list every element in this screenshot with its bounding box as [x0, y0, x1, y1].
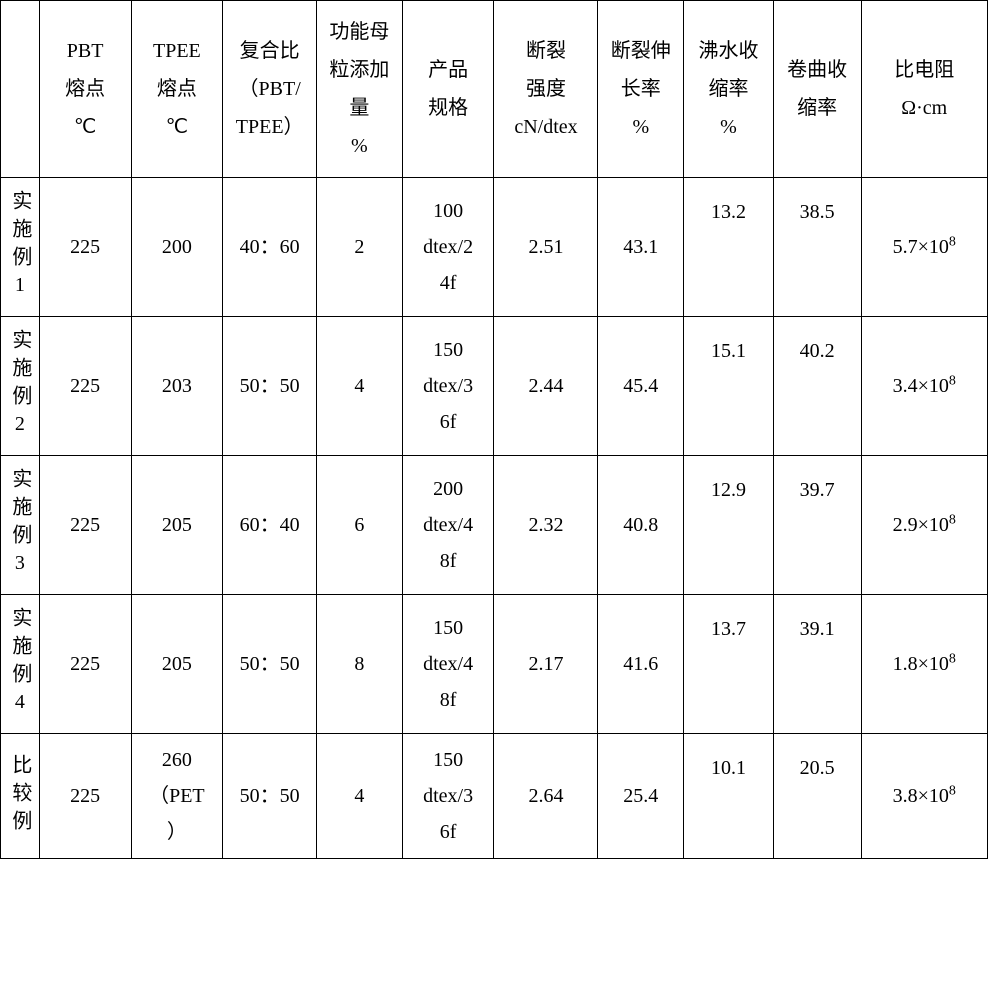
cell-break_strength: 2.64	[494, 734, 598, 859]
cell-spec: 150dtex/36f	[402, 317, 494, 456]
cell-boiling_shrink: 15.1	[684, 317, 774, 456]
cell-tpee_mp: 200	[131, 178, 223, 317]
cell-pbt_mp: 225	[39, 178, 131, 317]
cell-ratio: 40：60	[223, 178, 317, 317]
table-row: 比较例225260（PET）50：504150dtex/36f2.6425.41…	[1, 734, 988, 859]
table-row: 实施例322520560：406200dtex/48f2.3240.812.93…	[1, 456, 988, 595]
cell-elongation: 43.1	[598, 178, 684, 317]
cell-pbt_mp: 225	[39, 456, 131, 595]
header-boiling-shrink: 沸水收缩率%	[684, 1, 774, 178]
cell-tpee_mp: 203	[131, 317, 223, 456]
cell-resistivity: 3.8×108	[861, 734, 987, 859]
cell-boiling_shrink: 13.2	[684, 178, 774, 317]
cell-boiling_shrink: 12.9	[684, 456, 774, 595]
cell-additive: 6	[317, 456, 403, 595]
cell-ratio: 50：50	[223, 734, 317, 859]
cell-elongation: 40.8	[598, 456, 684, 595]
header-pbt-mp: PBT熔点℃	[39, 1, 131, 178]
cell-resistivity: 1.8×108	[861, 595, 987, 734]
header-row: PBT熔点℃ TPEE熔点℃ 复合比（PBT/TPEE） 功能母粒添加量% 产品…	[1, 1, 988, 178]
header-spec: 产品规格	[402, 1, 494, 178]
cell-tpee_mp: 205	[131, 595, 223, 734]
cell-resistivity: 2.9×108	[861, 456, 987, 595]
cell-boiling_shrink: 13.7	[684, 595, 774, 734]
cell-additive: 2	[317, 178, 403, 317]
cell-elongation: 45.4	[598, 317, 684, 456]
table-row: 实施例422520550：508150dtex/48f2.1741.613.73…	[1, 595, 988, 734]
cell-break_strength: 2.17	[494, 595, 598, 734]
row-header: 实施例1	[1, 178, 40, 317]
row-header: 实施例2	[1, 317, 40, 456]
cell-elongation: 41.6	[598, 595, 684, 734]
cell-crimp_shrink: 38.5	[773, 178, 861, 317]
header-additive: 功能母粒添加量%	[317, 1, 403, 178]
cell-spec: 100dtex/24f	[402, 178, 494, 317]
table-body: 实施例122520040：602100dtex/24f2.5143.113.23…	[1, 178, 988, 859]
header-resistivity: 比电阻Ω·cm	[861, 1, 987, 178]
cell-additive: 8	[317, 595, 403, 734]
row-header: 实施例3	[1, 456, 40, 595]
header-crimp-shrink: 卷曲收缩率	[773, 1, 861, 178]
cell-pbt_mp: 225	[39, 734, 131, 859]
cell-boiling_shrink: 10.1	[684, 734, 774, 859]
cell-spec: 200dtex/48f	[402, 456, 494, 595]
cell-additive: 4	[317, 317, 403, 456]
table-row: 实施例122520040：602100dtex/24f2.5143.113.23…	[1, 178, 988, 317]
cell-crimp_shrink: 20.5	[773, 734, 861, 859]
cell-spec: 150dtex/48f	[402, 595, 494, 734]
cell-ratio: 50：50	[223, 317, 317, 456]
cell-pbt_mp: 225	[39, 317, 131, 456]
row-header: 实施例4	[1, 595, 40, 734]
cell-ratio: 50：50	[223, 595, 317, 734]
cell-break_strength: 2.32	[494, 456, 598, 595]
cell-crimp_shrink: 39.7	[773, 456, 861, 595]
cell-spec: 150dtex/36f	[402, 734, 494, 859]
cell-break_strength: 2.44	[494, 317, 598, 456]
cell-pbt_mp: 225	[39, 595, 131, 734]
header-break-strength: 断裂强度cN/dtex	[494, 1, 598, 178]
header-elongation: 断裂伸长率%	[598, 1, 684, 178]
cell-break_strength: 2.51	[494, 178, 598, 317]
cell-resistivity: 3.4×108	[861, 317, 987, 456]
header-tpee-mp: TPEE熔点℃	[131, 1, 223, 178]
cell-resistivity: 5.7×108	[861, 178, 987, 317]
cell-crimp_shrink: 40.2	[773, 317, 861, 456]
cell-tpee_mp: 205	[131, 456, 223, 595]
header-empty	[1, 1, 40, 178]
cell-elongation: 25.4	[598, 734, 684, 859]
header-ratio: 复合比（PBT/TPEE）	[223, 1, 317, 178]
cell-additive: 4	[317, 734, 403, 859]
cell-crimp_shrink: 39.1	[773, 595, 861, 734]
row-header: 比较例	[1, 734, 40, 859]
data-table: PBT熔点℃ TPEE熔点℃ 复合比（PBT/TPEE） 功能母粒添加量% 产品…	[0, 0, 988, 859]
cell-ratio: 60：40	[223, 456, 317, 595]
cell-tpee_mp: 260（PET）	[131, 734, 223, 859]
table-row: 实施例222520350：504150dtex/36f2.4445.415.14…	[1, 317, 988, 456]
